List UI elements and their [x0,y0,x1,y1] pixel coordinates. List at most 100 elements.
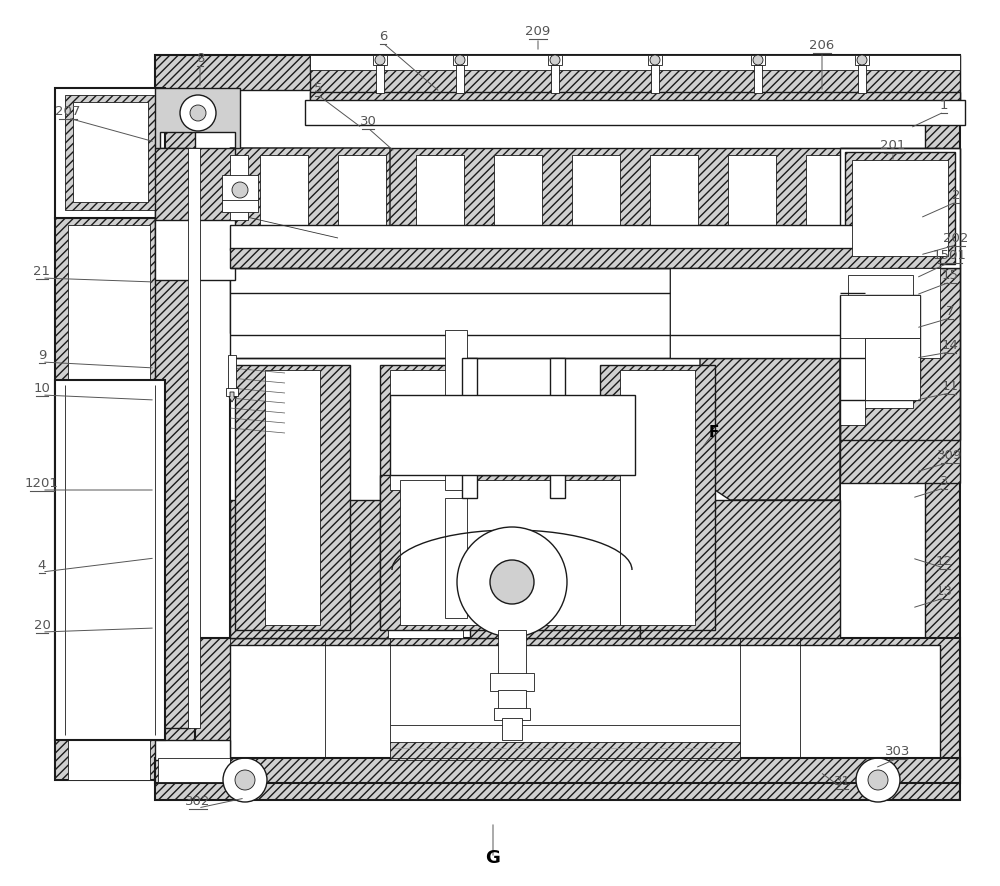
Bar [494,708,530,720]
Bar [855,55,869,65]
Bar [648,55,662,65]
Circle shape [190,105,206,121]
Polygon shape [700,268,840,500]
Circle shape [550,55,560,65]
Bar [265,370,320,625]
Bar [158,758,230,782]
Text: 4: 4 [38,559,46,572]
Bar [858,65,866,93]
Bar [400,480,620,625]
Circle shape [490,560,534,604]
Text: 207: 207 [55,105,81,118]
Polygon shape [230,500,390,638]
Bar [865,338,920,400]
Text: 11: 11 [942,380,958,393]
Text: 206: 206 [809,39,835,52]
Bar [840,335,865,425]
Bar [670,268,940,358]
Bar [650,155,698,323]
Bar [230,358,360,638]
Polygon shape [640,500,840,638]
Circle shape [235,770,255,790]
Circle shape [868,770,888,790]
Bar [445,498,467,618]
Bar [230,645,940,765]
Bar [456,65,464,93]
Bar [338,155,386,323]
Circle shape [375,55,385,65]
Circle shape [223,758,267,802]
Circle shape [857,55,867,65]
Bar [226,388,238,396]
Circle shape [650,55,660,65]
Circle shape [180,95,216,131]
Circle shape [455,55,465,65]
Bar [388,365,463,485]
Bar [230,148,940,333]
Text: 12: 12 [936,555,952,568]
Bar [55,218,165,780]
Bar [222,175,258,203]
Bar [73,102,148,202]
Bar [453,55,467,65]
Bar [230,268,670,358]
Bar [310,92,960,122]
Text: 302: 302 [185,795,211,808]
Bar [195,638,960,778]
Text: 14: 14 [942,339,958,352]
Bar [260,155,308,323]
Bar [651,65,659,93]
Bar [390,395,635,475]
Bar [670,268,940,358]
Bar [548,55,562,65]
Bar [445,330,467,490]
Text: 15: 15 [942,269,958,282]
Bar [551,65,559,93]
Bar [751,55,765,65]
Bar [380,358,470,638]
Text: F: F [709,424,719,439]
Text: 6: 6 [379,30,387,43]
Text: 21: 21 [34,265,50,278]
Bar [806,155,854,323]
Text: G: G [486,849,500,867]
Bar [55,88,165,218]
Bar [65,95,155,210]
Bar [620,365,710,630]
Polygon shape [470,570,640,638]
Bar [462,358,477,498]
Bar [305,100,965,125]
Bar [490,673,534,691]
FancyArrow shape [229,392,235,402]
Bar [230,225,940,250]
Text: 20: 20 [34,619,50,632]
Bar [230,155,248,220]
Bar [155,55,960,800]
Bar [498,630,526,675]
Text: 1: 1 [940,99,948,112]
Bar [728,155,776,323]
Text: 5: 5 [314,82,322,95]
Text: 9: 9 [38,349,46,362]
Bar [376,65,384,93]
Bar [155,740,230,760]
Text: 1201: 1201 [25,477,59,490]
Bar [494,155,542,323]
Bar [600,365,715,630]
Bar [550,358,565,498]
Bar [502,718,522,740]
Bar [230,358,840,638]
Bar [270,365,325,630]
Bar [235,365,350,630]
Bar [840,268,960,483]
Text: 201: 201 [880,139,906,152]
Bar [754,65,762,93]
Bar [310,55,960,100]
Bar [840,148,960,268]
Text: 3: 3 [940,475,948,488]
Bar [848,275,913,335]
Bar [228,355,236,390]
Bar [195,90,925,770]
Bar [230,248,940,268]
Text: 309: 309 [937,449,963,462]
